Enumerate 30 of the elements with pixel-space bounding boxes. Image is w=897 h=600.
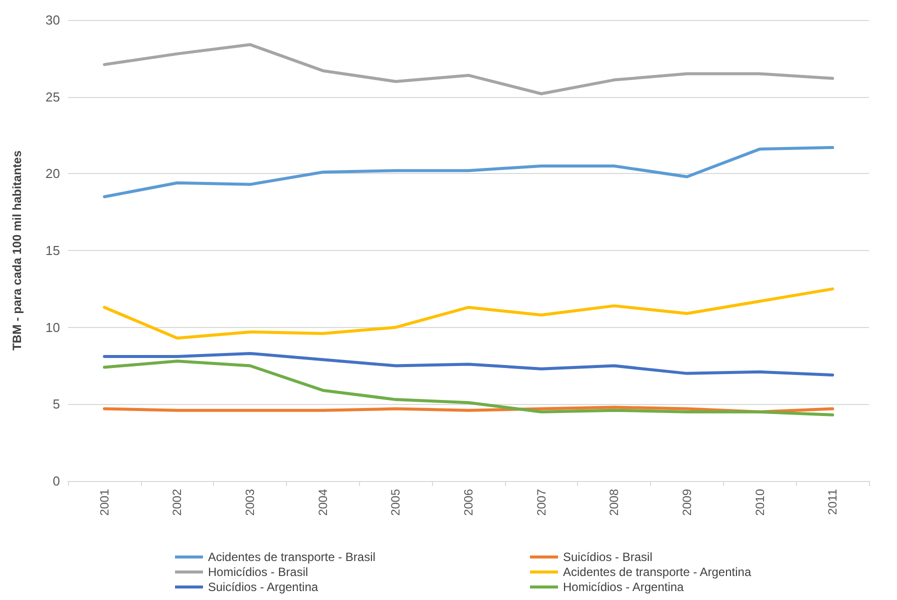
x-tick-label: 2010 [752,488,767,516]
y-tick-label: 0 [52,474,60,488]
x-tick-label: 2006 [462,488,476,516]
legend-label: Suicídios - Argentina [208,580,318,594]
line-series [102,146,834,198]
x-tick-label: 2001 [97,488,112,516]
x-tick-label: 2011 [826,488,840,515]
y-tick-label: 10 [46,320,60,335]
legend-label: Suicídios - Brasil [563,550,652,564]
legend-label: Acidentes de transporte - Brasil [208,550,376,564]
line-series [102,352,834,376]
legend-label: Acidentes de transporte - Argentina [563,565,752,579]
line-series [102,360,834,416]
y-tick-label: 20 [46,166,60,182]
x-tick-label: 2004 [316,488,330,516]
legend-label: Homicídios - Brasil [208,565,308,579]
y-tick-label: 25 [46,89,60,104]
x-tick-label: 2009 [680,488,694,516]
y-tick-label: 5 [52,396,60,412]
x-tick-label: 2003 [243,488,258,516]
line-series [102,43,834,96]
legend-label: Homicídios - Argentina [563,580,684,594]
y-axis-title: TBM - para cada 100 mil habitantes [10,150,24,351]
y-tick-label: 30 [46,12,60,28]
x-tick-label: 2002 [170,488,184,516]
x-tick-label: 2007 [534,488,548,516]
x-tick-label: 2008 [607,488,622,516]
line-series [102,287,834,340]
x-tick-label: 2005 [388,488,403,516]
y-tick-label: 15 [46,243,60,258]
